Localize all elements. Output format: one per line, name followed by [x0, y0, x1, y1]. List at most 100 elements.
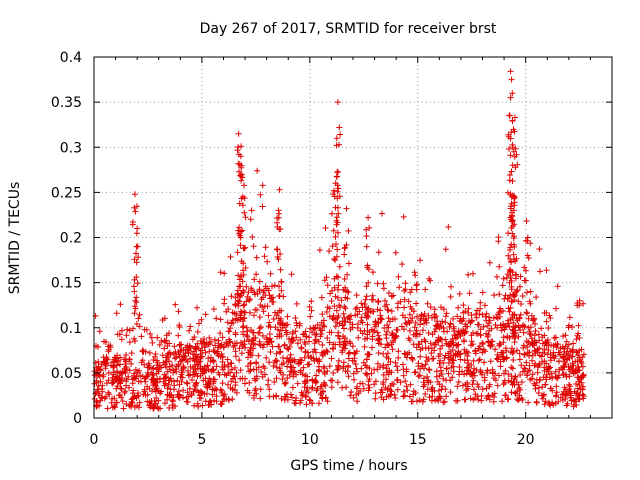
data-point	[553, 344, 560, 351]
data-point	[507, 135, 514, 142]
data-point	[118, 327, 125, 334]
data-point	[428, 397, 435, 404]
data-point	[316, 356, 323, 363]
data-point	[496, 291, 503, 298]
data-point	[215, 352, 222, 359]
data-point	[409, 356, 416, 363]
data-point	[402, 280, 409, 287]
data-point	[170, 398, 177, 405]
data-point	[274, 326, 281, 333]
data-point	[526, 349, 533, 356]
data-point	[526, 367, 533, 374]
data-point	[121, 368, 127, 375]
data-point	[400, 366, 407, 373]
data-point	[416, 397, 423, 404]
data-point	[306, 334, 313, 341]
data-point	[497, 363, 504, 370]
data-point	[517, 372, 524, 378]
data-point	[289, 357, 296, 364]
data-point	[565, 352, 572, 358]
data-point	[331, 193, 338, 200]
data-point	[175, 393, 182, 400]
data-point	[239, 318, 246, 325]
data-point	[307, 313, 314, 320]
data-point	[510, 148, 517, 155]
data-point	[509, 213, 516, 220]
data-point	[511, 339, 518, 346]
data-point	[394, 304, 401, 311]
data-point	[131, 370, 138, 377]
data-point	[580, 351, 587, 358]
data-point	[254, 167, 261, 174]
data-point	[274, 254, 281, 260]
data-point	[333, 217, 340, 224]
data-point	[141, 386, 148, 393]
data-point	[237, 308, 244, 315]
data-point	[443, 393, 450, 400]
data-point	[514, 347, 520, 354]
data-point	[401, 392, 408, 399]
data-point	[276, 293, 283, 300]
data-point	[340, 341, 347, 348]
data-point	[521, 323, 528, 330]
data-point	[382, 344, 389, 351]
data-point	[505, 317, 511, 324]
data-point	[368, 370, 375, 377]
data-point	[129, 390, 136, 397]
data-point	[257, 395, 264, 402]
data-point	[217, 269, 224, 276]
data-point	[353, 391, 360, 398]
data-point	[434, 322, 441, 328]
data-point	[246, 379, 253, 386]
data-point	[232, 364, 238, 371]
data-point	[331, 303, 338, 310]
data-point	[418, 338, 425, 345]
data-point	[303, 401, 310, 408]
data-point	[349, 343, 356, 350]
data-point	[253, 390, 260, 397]
data-point	[293, 371, 300, 378]
data-point	[375, 249, 382, 256]
data-point	[525, 255, 532, 261]
data-point	[186, 342, 193, 349]
data-point	[555, 398, 562, 405]
data-point	[394, 363, 400, 370]
data-point	[116, 375, 123, 382]
data-point	[213, 315, 220, 322]
data-point	[517, 386, 524, 393]
data-point	[449, 347, 456, 353]
y-axis-title: SRMTID / TECUs	[7, 182, 23, 295]
data-point	[161, 345, 168, 352]
y-tick-label: 0	[73, 411, 82, 427]
data-point	[509, 118, 516, 124]
data-point	[507, 68, 514, 75]
data-point	[479, 311, 486, 318]
data-point	[529, 352, 536, 359]
data-point	[311, 340, 318, 347]
data-point	[399, 361, 406, 368]
data-point	[193, 379, 200, 386]
y-tick-labels: 0 0.05 0.1 0.15 0.2 0.25 0.3 0.35 0.4	[51, 50, 82, 427]
data-point	[461, 346, 468, 353]
data-point	[288, 271, 295, 278]
data-point	[543, 371, 550, 378]
data-point	[502, 379, 508, 386]
data-point	[324, 335, 331, 341]
data-point	[433, 373, 440, 380]
data-point	[369, 344, 375, 351]
data-point	[326, 248, 333, 254]
data-point	[101, 359, 108, 366]
data-point	[264, 258, 271, 265]
data-point	[369, 292, 376, 299]
data-point	[274, 224, 281, 230]
data-point	[242, 264, 249, 271]
data-point	[258, 296, 265, 303]
data-point	[183, 357, 189, 363]
data-point	[120, 405, 127, 412]
data-point	[268, 338, 275, 345]
data-point	[468, 338, 475, 345]
data-point	[132, 305, 139, 312]
data-point	[547, 315, 554, 321]
data-point	[377, 307, 384, 314]
